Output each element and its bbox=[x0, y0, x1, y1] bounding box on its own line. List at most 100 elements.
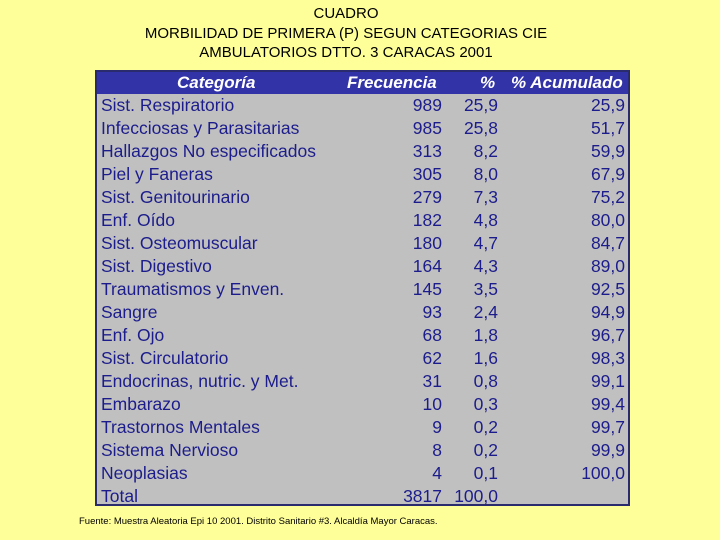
morbidity-table: Categoría Frecuencia % % Acumulado Sist.… bbox=[95, 70, 630, 506]
frequency-cell: 62 bbox=[422, 348, 442, 368]
percent-cell: 1,8 bbox=[473, 325, 498, 345]
percent-cell: 0,2 bbox=[473, 417, 498, 437]
table-row: Endocrinas, nutric. y Met. 31 0,8 99,1 bbox=[97, 370, 628, 393]
cumulative-cell: 84,7 bbox=[590, 233, 625, 253]
percent-cell: 1,6 bbox=[473, 348, 498, 368]
frequency-cell: 31 bbox=[422, 371, 442, 391]
cumulative-cell: 100,0 bbox=[581, 463, 625, 483]
percent-cell: 0,2 bbox=[473, 440, 498, 460]
frequency-cell: 989 bbox=[412, 95, 442, 115]
category-cell: Sistema Nervioso bbox=[101, 440, 239, 460]
percent-cell: 4,8 bbox=[473, 210, 498, 230]
frequency-cell: 313 bbox=[412, 141, 442, 161]
table-row: Trastornos Mentales 9 0,2 99,7 bbox=[97, 416, 628, 439]
cumulative-cell: 96,7 bbox=[590, 325, 625, 345]
header-cumulative: % Acumulado bbox=[511, 73, 623, 92]
page-title: CUADRO MORBILIDAD DE PRIMERA (P) SEGUN C… bbox=[0, 4, 692, 63]
percent-cell: 0,8 bbox=[473, 371, 498, 391]
table-row: Neoplasias 4 0,1 100,0 bbox=[97, 462, 628, 485]
category-cell: Sist. Genitourinario bbox=[101, 187, 250, 207]
cumulative-cell: 92,5 bbox=[590, 279, 625, 299]
frequency-cell: 3817 bbox=[403, 486, 442, 506]
table-row: Sist. Genitourinario 279 7,3 75,2 bbox=[97, 186, 628, 209]
percent-cell: 3,5 bbox=[473, 279, 498, 299]
category-cell: Traumatismos y Enven. bbox=[101, 279, 285, 299]
frequency-cell: 182 bbox=[412, 210, 442, 230]
table-row: Enf. Oído 182 4,8 80,0 bbox=[97, 209, 628, 232]
cumulative-cell: 51,7 bbox=[590, 118, 625, 138]
frequency-cell: 985 bbox=[412, 118, 442, 138]
frequency-cell: 8 bbox=[432, 440, 442, 460]
percent-cell: 4,7 bbox=[473, 233, 498, 253]
cumulative-cell: 98,3 bbox=[590, 348, 625, 368]
cumulative-cell: 25,9 bbox=[590, 95, 625, 115]
category-cell: Embarazo bbox=[101, 394, 181, 414]
percent-cell: 4,3 bbox=[473, 256, 498, 276]
percent-cell: 7,3 bbox=[473, 187, 498, 207]
header-category: Categoría bbox=[177, 73, 256, 92]
category-cell: Sangre bbox=[101, 302, 158, 322]
percent-cell: 2,4 bbox=[473, 302, 498, 322]
table-row: Sist. Circulatorio 62 1,6 98,3 bbox=[97, 347, 628, 370]
table-header: Categoría Frecuencia % % Acumulado bbox=[97, 72, 628, 94]
cumulative-cell: 75,2 bbox=[590, 187, 625, 207]
percent-cell: 0,1 bbox=[473, 463, 498, 483]
percent-cell: 8,0 bbox=[473, 164, 498, 184]
category-cell: Hallazgos No especificados bbox=[101, 141, 316, 161]
percent-cell: 25,8 bbox=[463, 118, 498, 138]
cumulative-cell: 89,0 bbox=[590, 256, 625, 276]
table-row: Hallazgos No especificados 313 8,2 59,9 bbox=[97, 140, 628, 163]
frequency-cell: 93 bbox=[422, 302, 442, 322]
table-row: Traumatismos y Enven. 145 3,5 92,5 bbox=[97, 278, 628, 301]
cumulative-cell: 59,9 bbox=[590, 141, 625, 161]
category-cell: Total bbox=[101, 486, 138, 506]
table-row: Sist. Respiratorio 989 25,9 25,9 bbox=[97, 94, 628, 117]
percent-cell: 100,0 bbox=[454, 486, 498, 506]
header-frequency: Frecuencia bbox=[347, 73, 437, 92]
category-cell: Sist. Digestivo bbox=[101, 256, 212, 276]
percent-cell: 8,2 bbox=[473, 141, 498, 161]
category-cell: Piel y Faneras bbox=[101, 164, 213, 184]
category-cell: Enf. Ojo bbox=[101, 325, 165, 345]
frequency-cell: 10 bbox=[422, 394, 442, 414]
cumulative-cell: 99,1 bbox=[590, 371, 625, 391]
frequency-cell: 9 bbox=[432, 417, 442, 437]
table-row: Sist. Digestivo 164 4,3 89,0 bbox=[97, 255, 628, 278]
table-row: Sist. Osteomuscular 180 4,7 84,7 bbox=[97, 232, 628, 255]
frequency-cell: 305 bbox=[412, 164, 442, 184]
frequency-cell: 4 bbox=[432, 463, 442, 483]
table-row: Piel y Faneras 305 8,0 67,9 bbox=[97, 163, 628, 186]
cumulative-cell: 99,9 bbox=[590, 440, 625, 460]
frequency-cell: 180 bbox=[412, 233, 442, 253]
category-cell: Sist. Osteomuscular bbox=[101, 233, 258, 253]
percent-cell: 0,3 bbox=[473, 394, 498, 414]
frequency-cell: 164 bbox=[412, 256, 442, 276]
table-row: Embarazo 10 0,3 99,4 bbox=[97, 393, 628, 416]
frequency-cell: 279 bbox=[412, 187, 442, 207]
category-cell: Infecciosas y Parasitarias bbox=[101, 118, 300, 138]
table-row: Infecciosas y Parasitarias 985 25,8 51,7 bbox=[97, 117, 628, 140]
category-cell: Enf. Oído bbox=[101, 210, 175, 230]
header-percent: % bbox=[480, 73, 496, 92]
cumulative-cell: 80,0 bbox=[590, 210, 625, 230]
cumulative-cell: 94,9 bbox=[590, 302, 625, 322]
category-cell: Endocrinas, nutric. y Met. bbox=[101, 371, 299, 391]
source-footnote: Fuente: Muestra Aleatoria Epi 10 2001. D… bbox=[79, 516, 438, 527]
frequency-cell: 68 bbox=[422, 325, 442, 345]
percent-cell: 25,9 bbox=[463, 95, 498, 115]
frequency-cell: 145 bbox=[412, 279, 442, 299]
table-row: Enf. Ojo 68 1,8 96,7 bbox=[97, 324, 628, 347]
cumulative-cell: 99,4 bbox=[590, 394, 625, 414]
title-line-2: MORBILIDAD DE PRIMERA (P) SEGUN CATEGORI… bbox=[144, 24, 548, 42]
title-line-3: AMBULATORIOS DTTO. 3 CARACAS 2001 bbox=[199, 44, 493, 61]
category-cell: Neoplasias bbox=[101, 463, 188, 483]
cumulative-cell: 67,9 bbox=[590, 164, 625, 184]
table-row: Sistema Nervioso 8 0,2 99,9 bbox=[97, 439, 628, 462]
table-row: Sangre 93 2,4 94,9 bbox=[97, 301, 628, 324]
category-cell: Sist. Circulatorio bbox=[101, 348, 229, 368]
total-row: Total 3817 100,0 bbox=[97, 485, 628, 508]
category-cell: Sist. Respiratorio bbox=[101, 95, 235, 115]
category-cell: Trastornos Mentales bbox=[101, 417, 260, 437]
cumulative-cell: 99,7 bbox=[590, 417, 625, 437]
title-line-1: CUADRO bbox=[313, 5, 379, 22]
